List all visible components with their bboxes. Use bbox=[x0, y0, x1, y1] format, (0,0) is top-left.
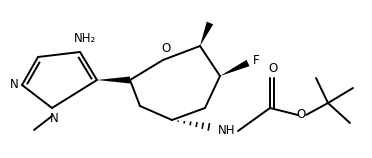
Text: N: N bbox=[49, 112, 58, 125]
Text: O: O bbox=[161, 43, 171, 55]
Polygon shape bbox=[220, 60, 250, 76]
Text: F: F bbox=[253, 55, 259, 67]
Polygon shape bbox=[200, 22, 213, 46]
Text: O: O bbox=[268, 61, 278, 75]
Text: N: N bbox=[10, 79, 18, 91]
Text: NH: NH bbox=[218, 125, 236, 137]
Text: NH₂: NH₂ bbox=[74, 31, 96, 45]
Text: O: O bbox=[296, 107, 306, 121]
Polygon shape bbox=[97, 76, 130, 83]
